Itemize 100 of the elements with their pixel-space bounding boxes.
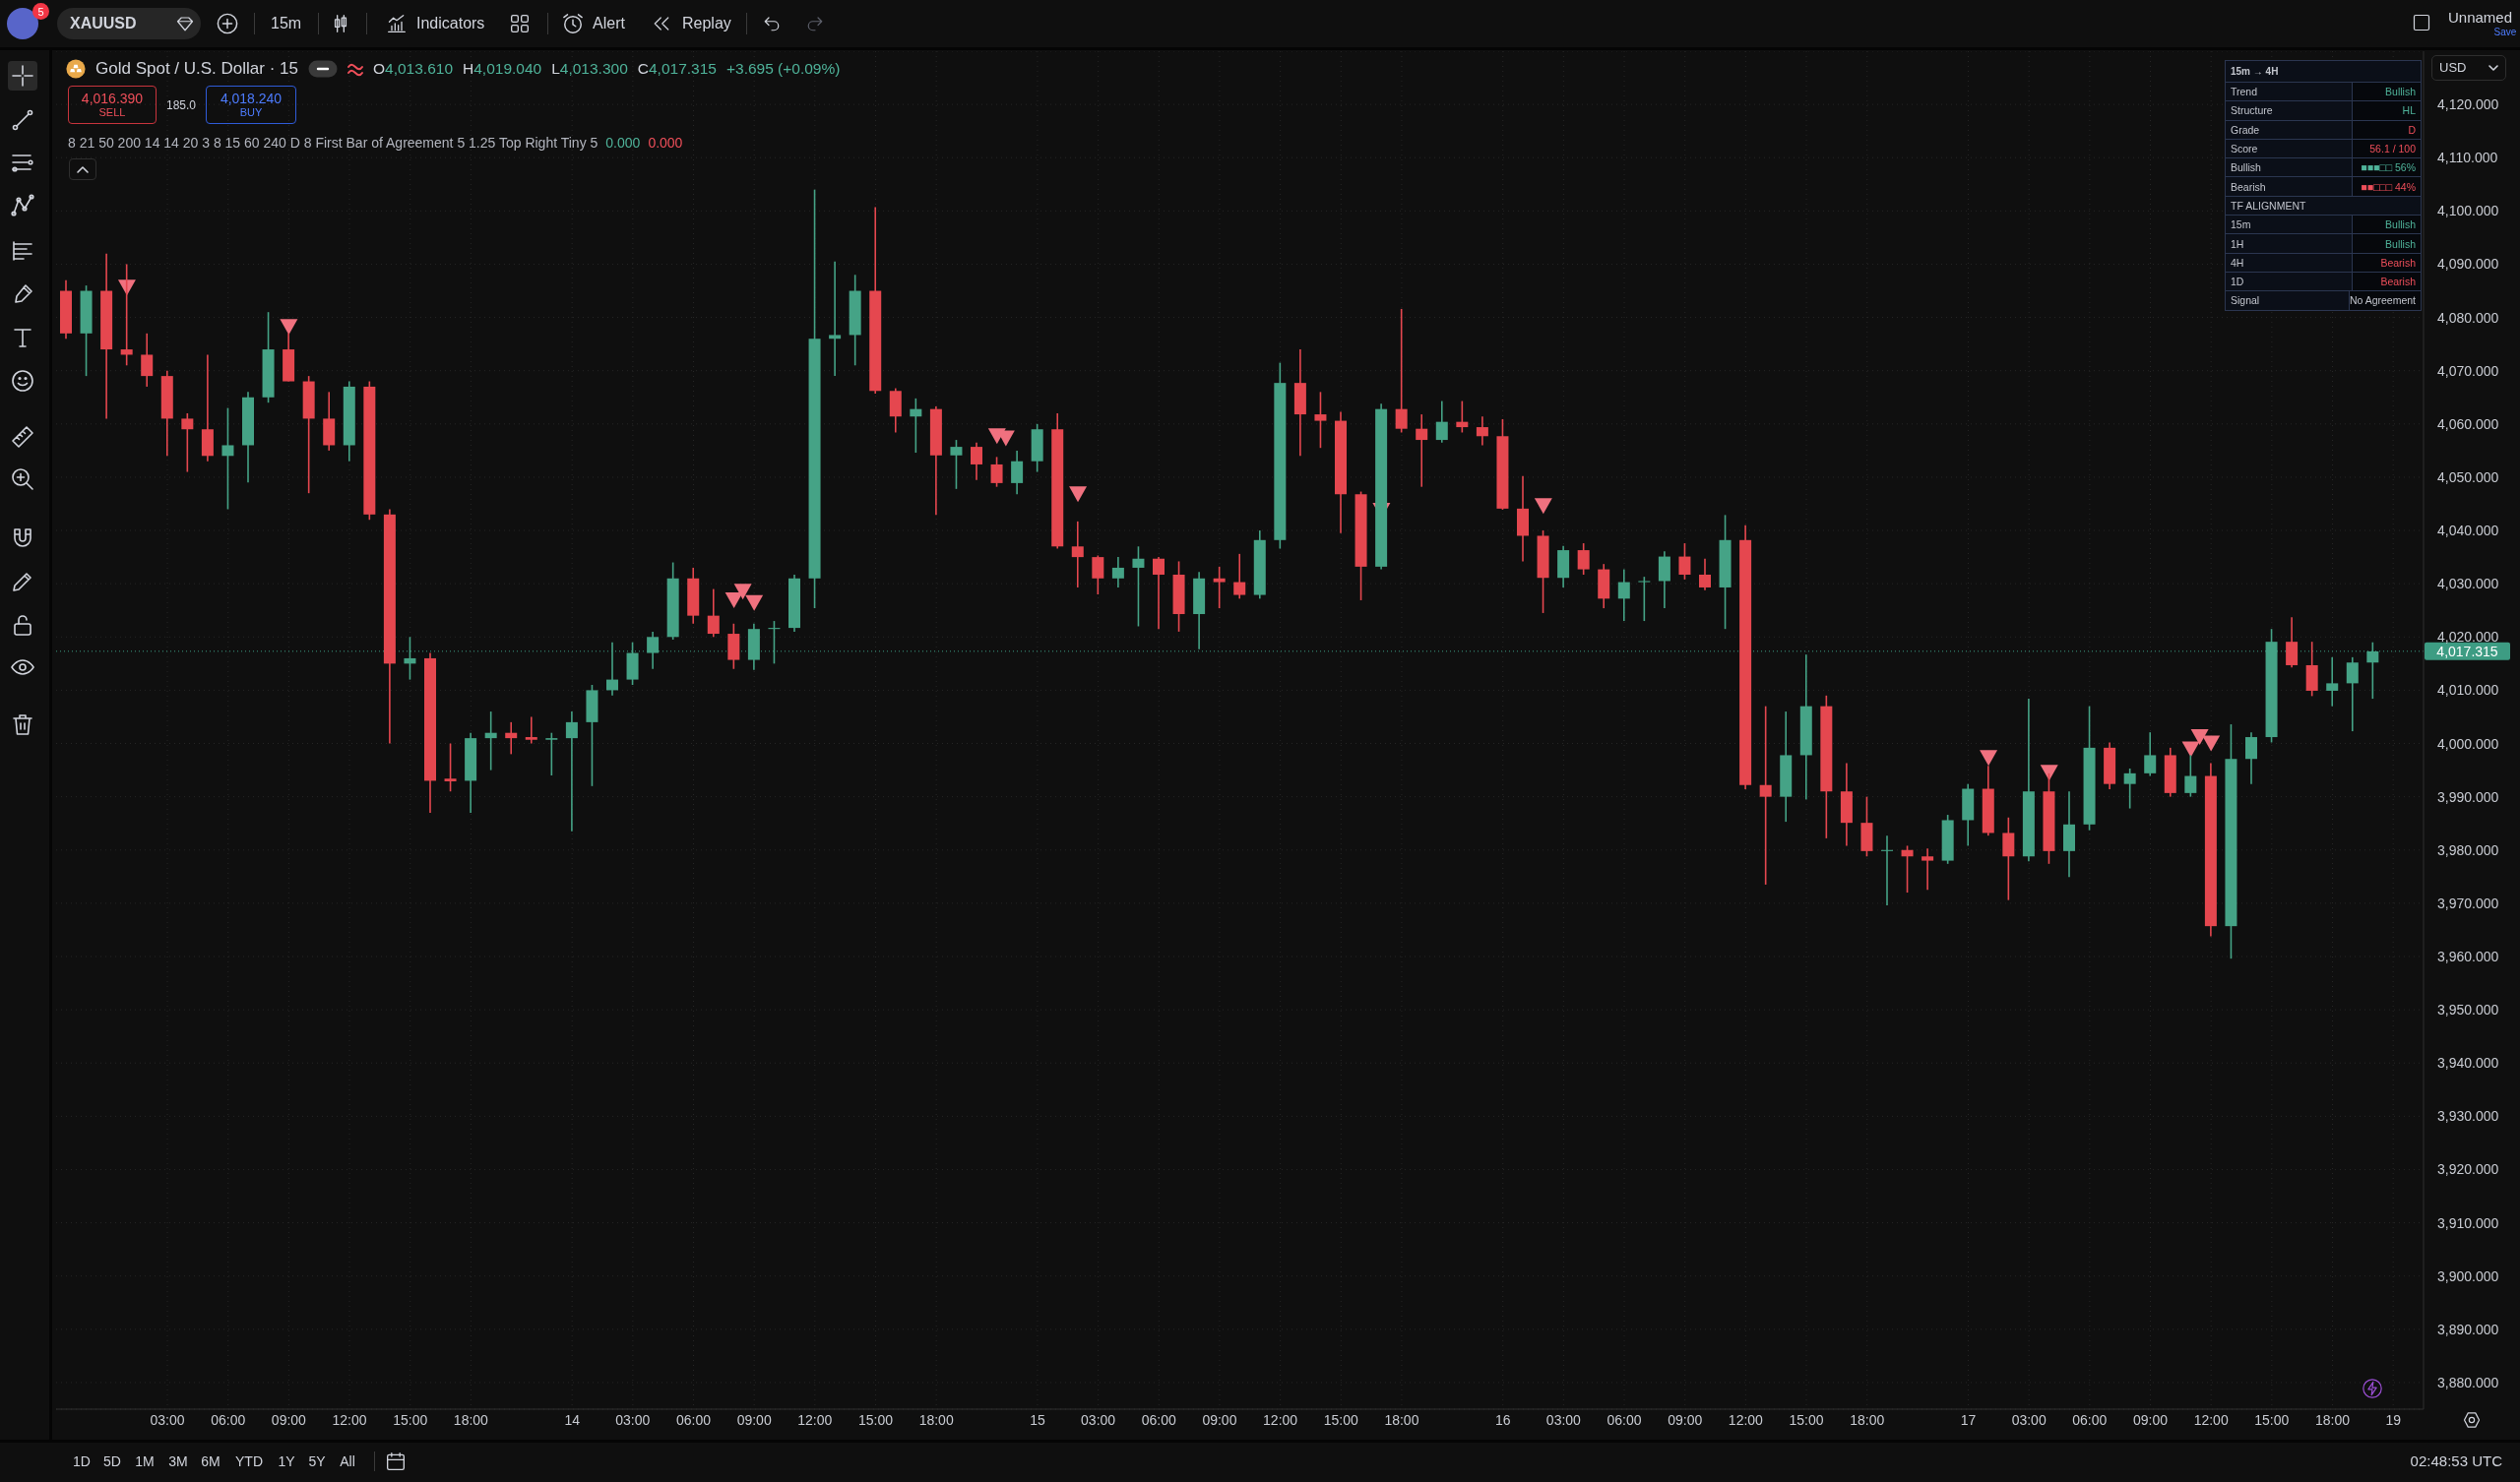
annotation: 4H <box>2226 253 2353 272</box>
x-tick-label: 15:00 <box>1789 1412 1824 1428</box>
y-tick-label: 4,090.000 <box>2437 256 2499 273</box>
annotation: TF ALIGNMENT <box>2226 196 2421 216</box>
annotation: SELL <box>98 106 126 119</box>
y-tick-label: 3,880.000 <box>2437 1374 2499 1390</box>
y-tick-label: 3,890.000 <box>2437 1321 2499 1337</box>
x-tick-label: 09:00 <box>736 1412 772 1428</box>
annotation: 185.0 <box>166 97 197 112</box>
y-tick-label: 4,100.000 <box>2437 203 2499 219</box>
text: 5Y <box>308 1452 326 1470</box>
annotation: 4,013.610 <box>385 60 454 77</box>
text: 1D <box>73 1452 91 1470</box>
x-tick-label: 03:00 <box>615 1412 651 1428</box>
annotation: 4,019.040 <box>473 60 542 77</box>
text: 02:48:53 UTC <box>2410 1452 2502 1470</box>
annotation: No Agreement <box>2349 291 2421 310</box>
text: 5D <box>103 1452 121 1470</box>
annotation: Bearish <box>2353 272 2421 291</box>
x-tick-label: 12:00 <box>332 1412 367 1428</box>
annotation: Score <box>2226 139 2353 158</box>
y-tick-label: 4,020.000 <box>2437 629 2499 646</box>
x-tick-label: 18:00 <box>2314 1412 2351 1428</box>
annotation: ■■□□□ 44% <box>2353 177 2421 196</box>
y-tick-label: 4,010.000 <box>2437 682 2499 699</box>
x-tick-label: 17 <box>1960 1412 1977 1428</box>
annotation: 1H <box>2226 234 2353 253</box>
ref-line-label: 4,017.315 <box>2436 643 2498 659</box>
annotation: 56.1 / 100 <box>2353 139 2421 158</box>
x-tick-label: 15:00 <box>2254 1412 2290 1428</box>
annotation: Bearish <box>2226 177 2353 196</box>
x-tick-label: 12:00 <box>1728 1412 1764 1428</box>
y-tick-label: 3,990.000 <box>2437 788 2499 805</box>
x-tick-label: 06:00 <box>211 1412 246 1428</box>
text: Indicators <box>416 14 485 33</box>
annotation: Bullish <box>2353 234 2421 253</box>
y-tick-label: 4,000.000 <box>2437 735 2499 752</box>
x-tick-label: 06:00 <box>1606 1412 1642 1428</box>
y-tick-label: 4,120.000 <box>2437 96 2499 113</box>
x-tick-label: 12:00 <box>797 1412 833 1428</box>
annotation: C <box>637 60 649 77</box>
x-tick-label: 15 <box>1030 1412 1045 1428</box>
y-tick-label: 3,940.000 <box>2437 1055 2499 1072</box>
annotation: O <box>372 60 386 77</box>
annotation: HL <box>2353 101 2421 120</box>
annotation: L <box>551 60 560 77</box>
annotation: +3.695 (+0.09%) <box>725 60 841 78</box>
order-button: 4,018.240 BUY <box>206 86 297 124</box>
annotation: 8 21 50 200 14 14 20 3 8 15 60 240 D 8 First Bar of Agreement 5 1.25 Top Right Tiny 5 <box>68 135 598 151</box>
x-tick-label: 03:00 <box>1545 1412 1582 1428</box>
annotation: D <box>2353 120 2421 139</box>
annotation: ■■■□□ 56% <box>2353 158 2421 177</box>
x-tick-label: 16 <box>1494 1412 1511 1428</box>
y-tick-label: 4,070.000 <box>2437 362 2499 379</box>
y-tick-label: 3,900.000 <box>2437 1267 2499 1284</box>
x-tick-label: 06:00 <box>675 1412 712 1428</box>
y-tick-label: 4,060.000 <box>2437 415 2499 432</box>
x-tick-label: 18:00 <box>1850 1412 1885 1428</box>
x-tick-label: 15:00 <box>1323 1412 1358 1428</box>
text: Save <box>2493 27 2517 38</box>
text: 15m <box>271 14 302 33</box>
annotation: 1D <box>2226 272 2353 291</box>
annotation: Bullish <box>2226 158 2353 177</box>
annotation: Grade <box>2226 120 2353 139</box>
annotation: Trend <box>2226 83 2353 101</box>
annotation: Bullish <box>2353 216 2421 234</box>
text: Gold Spot / U.S. Dollar · 15 <box>95 59 298 79</box>
x-tick-label: 06:00 <box>2072 1412 2108 1428</box>
x-tick-label: 18:00 <box>1384 1412 1419 1428</box>
annotation: 4,016.390 <box>81 91 144 107</box>
text: Unnamed <box>2448 9 2513 27</box>
y-tick-label: 3,920.000 <box>2437 1161 2499 1178</box>
y-tick-label: 3,930.000 <box>2437 1108 2499 1125</box>
text: YTD <box>235 1452 263 1470</box>
annotation: Signal <box>2226 291 2350 310</box>
badge: 5 <box>32 3 49 20</box>
x-tick-label: 09:00 <box>1668 1412 1703 1428</box>
text: Replay <box>682 14 731 33</box>
y-tick-label: 3,970.000 <box>2437 895 2499 911</box>
annotation: 4,017.315 <box>649 60 717 77</box>
text: All <box>340 1452 355 1470</box>
annotation: 0.000 <box>605 135 641 151</box>
y-tick-label: 3,980.000 <box>2437 841 2499 858</box>
text: XAUUSD <box>70 14 137 33</box>
x-tick-label: 03:00 <box>1081 1412 1116 1428</box>
x-tick-label: 09:00 <box>1202 1412 1237 1428</box>
x-tick-label: 18:00 <box>918 1412 954 1428</box>
text: 3M <box>168 1452 188 1470</box>
x-tick-label: 09:00 <box>271 1412 307 1428</box>
text: Alert <box>593 14 625 33</box>
x-tick-label: 03:00 <box>2011 1412 2047 1428</box>
annotation: BUY <box>239 106 263 119</box>
text: 1M <box>135 1452 155 1470</box>
y-tick-label: 3,960.000 <box>2437 949 2499 964</box>
order-button: 4,016.390 SELL <box>68 86 157 124</box>
annotation: Bearish <box>2353 253 2421 272</box>
x-tick-label: 18:00 <box>453 1412 489 1428</box>
annotation: 4,013.300 <box>559 60 628 77</box>
x-tick-label: 03:00 <box>150 1412 185 1428</box>
annotation: Bullish <box>2353 83 2421 101</box>
